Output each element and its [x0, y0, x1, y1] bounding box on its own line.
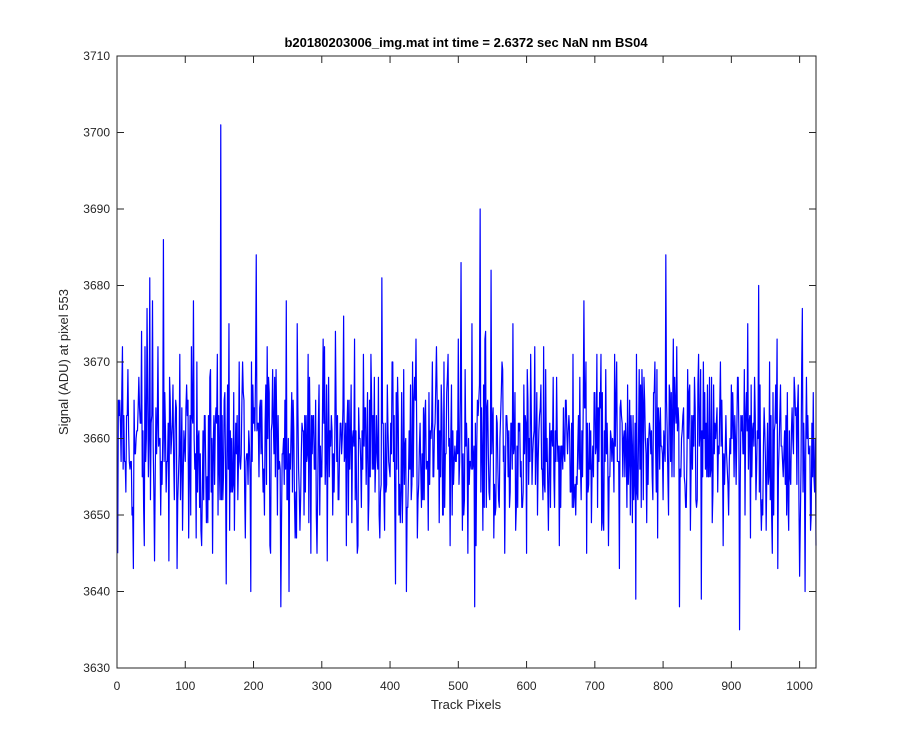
x-tick-label: 1000 [786, 679, 813, 693]
y-tick-label: 3710 [83, 49, 110, 63]
y-tick-label: 3630 [83, 661, 110, 675]
series-line [117, 124, 817, 631]
series-layer [117, 124, 817, 631]
y-axis-label: Signal (ADU) at pixel 553 [56, 289, 71, 435]
x-tick-label: 0 [114, 679, 121, 693]
x-tick-label: 400 [380, 679, 400, 693]
x-tick-label: 600 [517, 679, 537, 693]
chart-title: b20180203006_img.mat int time = 2.6372 s… [284, 35, 648, 50]
y-tick-label: 3670 [83, 355, 110, 369]
y-tick-label: 3690 [83, 202, 110, 216]
x-tick-label: 800 [653, 679, 673, 693]
y-tick-label: 3700 [83, 126, 110, 140]
y-tick-label: 3640 [83, 585, 110, 599]
x-axis: 0 100 200 300 400 500 600 700 800 900 1000 [114, 56, 813, 693]
x-tick-label: 500 [448, 679, 468, 693]
x-tick-label: 700 [585, 679, 605, 693]
plot-area-background [117, 56, 816, 668]
y-tick-label: 3680 [83, 279, 110, 293]
x-tick-label: 100 [175, 679, 195, 693]
x-tick-label: 200 [244, 679, 264, 693]
y-tick-label: 3650 [83, 508, 110, 522]
x-tick-label: 900 [721, 679, 741, 693]
x-axis-label: Track Pixels [431, 697, 502, 712]
y-axis: 3630 3640 3650 3660 3670 3680 3690 3700 3710 [83, 49, 816, 675]
y-tick-label: 3660 [83, 432, 110, 446]
x-tick-label: 300 [312, 679, 332, 693]
